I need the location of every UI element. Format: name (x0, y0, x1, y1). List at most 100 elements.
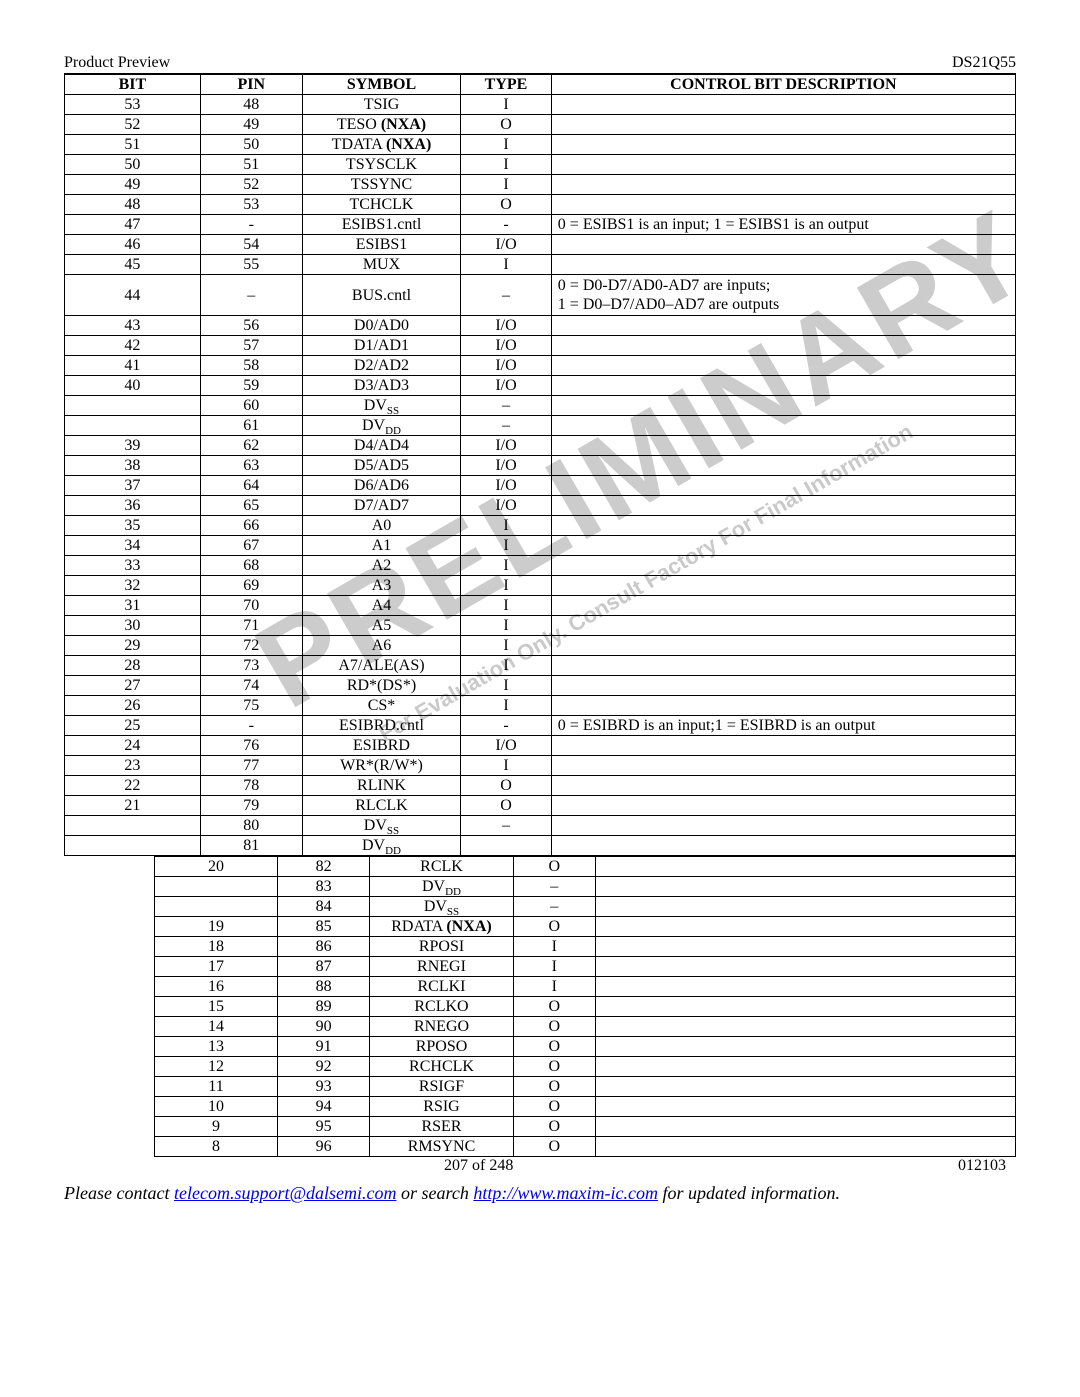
page-content: Product Preview DS21Q55 BITPINSYMBOLTYPE… (64, 54, 1016, 1205)
cell-type: I/O (461, 736, 552, 756)
contact-url-link[interactable]: http://www.maxim-ic.com (473, 1183, 658, 1203)
table-row: 2476ESIBRDI/O (65, 736, 1016, 756)
cell-pin: 96 (278, 1137, 370, 1157)
cell-desc (551, 756, 1015, 776)
cell-type: I (461, 596, 552, 616)
cell-type: I/O (461, 376, 552, 396)
cell-type: I/O (461, 436, 552, 456)
column-header: CONTROL BIT DESCRIPTION (551, 75, 1015, 95)
cell-type: I (513, 957, 595, 977)
cell-desc (551, 115, 1015, 135)
cell-sym: D1/AD1 (302, 336, 461, 356)
table-row: 3566A0I (65, 516, 1016, 536)
cell-sym: RDATA (NXA) (370, 917, 514, 937)
cell-type: I (513, 937, 595, 957)
table-row: 4555MUXI (65, 255, 1016, 275)
cell-sym: D7/AD7 (302, 496, 461, 516)
cell-pin: 53 (200, 195, 302, 215)
cell-bit: 31 (65, 596, 201, 616)
table-row: 2377WR*(R/W*)I (65, 756, 1016, 776)
cell-pin: 85 (278, 917, 370, 937)
cell-bit: 16 (155, 977, 278, 997)
cell-sym: DVDD (370, 877, 514, 897)
cell-desc (595, 937, 1015, 957)
table-row: 1391RPOSOO (155, 1037, 1016, 1057)
cell-pin: 84 (278, 897, 370, 917)
table-row: 80DVSS– (65, 816, 1016, 836)
table-row: 2774RD*(DS*)I (65, 676, 1016, 696)
cell-sym: CS* (302, 696, 461, 716)
cell-pin: 56 (200, 316, 302, 336)
cell-sym: D2/AD2 (302, 356, 461, 376)
cell-sym: DVSS (302, 816, 461, 836)
cell-desc: 0 = ESIBRD is an input;1 = ESIBRD is an … (551, 716, 1015, 736)
cell-sym: RSIGF (370, 1077, 514, 1097)
cell-type: O (513, 1017, 595, 1037)
cell-type: – (513, 877, 595, 897)
cell-bit: 27 (65, 676, 201, 696)
contact-email-link[interactable]: telecom.support@dalsemi.com (174, 1183, 397, 1203)
cell-bit: 13 (155, 1037, 278, 1057)
cell-type: I/O (461, 476, 552, 496)
cell-sym: A1 (302, 536, 461, 556)
cell-pin: 51 (200, 155, 302, 175)
cell-type: I/O (461, 235, 552, 255)
cell-pin: 66 (200, 516, 302, 536)
cell-pin: 69 (200, 576, 302, 596)
cell-pin: 63 (200, 456, 302, 476)
cell-desc (551, 416, 1015, 436)
table-row: 3368A2I (65, 556, 1016, 576)
cell-desc (551, 816, 1015, 836)
cell-sym: RLCLK (302, 796, 461, 816)
table-row: 1985RDATA (NXA)O (155, 917, 1016, 937)
cell-type: I/O (461, 496, 552, 516)
cell-sym: TDATA (NXA) (302, 135, 461, 155)
cell-bit: 48 (65, 195, 201, 215)
cell-desc (551, 95, 1015, 115)
cell-desc (551, 736, 1015, 756)
table-row: 1787RNEGII (155, 957, 1016, 977)
cell-desc (595, 897, 1015, 917)
cell-bit: 41 (65, 356, 201, 376)
cell-type: I (461, 556, 552, 576)
cell-desc (595, 1077, 1015, 1097)
cell-pin: 72 (200, 636, 302, 656)
table-row: 995RSERO (155, 1117, 1016, 1137)
cell-desc (551, 556, 1015, 576)
cell-bit: 11 (155, 1077, 278, 1097)
cell-desc (551, 516, 1015, 536)
cell-sym: ESIBS1.cntl (302, 215, 461, 235)
cell-desc (551, 496, 1015, 516)
cell-type: O (513, 1037, 595, 1057)
cell-bit: 29 (65, 636, 201, 656)
cell-sym: RCLKO (370, 997, 514, 1017)
cell-desc (551, 235, 1015, 255)
cell-sym: D5/AD5 (302, 456, 461, 476)
cell-pin: 64 (200, 476, 302, 496)
cell-type: I (461, 95, 552, 115)
cell-type: I (513, 977, 595, 997)
cell-bit: 17 (155, 957, 278, 977)
cell-bit: 38 (65, 456, 201, 476)
cell-type: O (513, 1057, 595, 1077)
cell-pin: 92 (278, 1057, 370, 1077)
cell-desc (551, 316, 1015, 336)
cell-bit: 43 (65, 316, 201, 336)
cell-pin: 61 (200, 416, 302, 436)
cell-bit (155, 877, 278, 897)
cell-desc: 0 = ESIBS1 is an input; 1 = ESIBS1 is an… (551, 215, 1015, 235)
cell-bit (65, 816, 201, 836)
cell-desc (551, 376, 1015, 396)
page-header: Product Preview DS21Q55 (64, 54, 1016, 74)
cell-sym: RNEGO (370, 1017, 514, 1037)
cell-desc (551, 676, 1015, 696)
table-row: 3764D6/AD6I/O (65, 476, 1016, 496)
cell-bit: 24 (65, 736, 201, 756)
cell-pin: 65 (200, 496, 302, 516)
cell-desc (551, 576, 1015, 596)
cell-desc (551, 656, 1015, 676)
cell-bit: 21 (65, 796, 201, 816)
cell-bit (155, 897, 278, 917)
cell-pin: 75 (200, 696, 302, 716)
cell-sym: RNEGI (370, 957, 514, 977)
